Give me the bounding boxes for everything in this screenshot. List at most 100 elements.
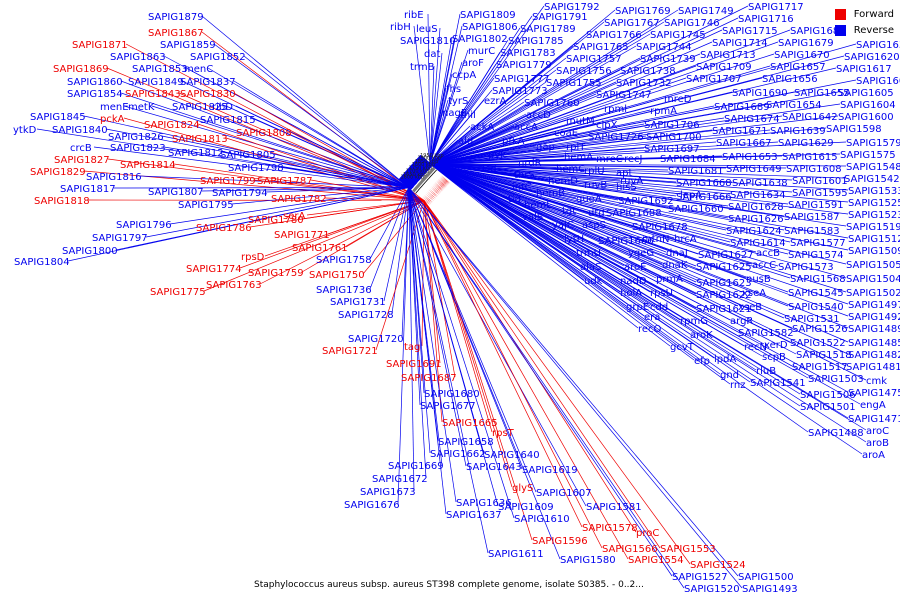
- gene-label: mreD: [664, 94, 692, 105]
- gene-label: SAPIG1786: [196, 223, 252, 234]
- gene-label: dnaK: [662, 260, 688, 271]
- forward-gene-mark: [432, 184, 442, 193]
- gene-label: SAPIG1655: [794, 88, 850, 99]
- label-leader-line: [413, 25, 431, 164]
- label-leader-line: [429, 161, 519, 165]
- gene-label: SAPIG1854: [67, 89, 123, 100]
- gene-label: aroB: [866, 438, 889, 449]
- gene-label: SAPIG1668: [676, 178, 732, 189]
- gene-label: SAPIG1577: [790, 238, 846, 249]
- label-leader-line: [427, 13, 431, 164]
- label-leader-line: [369, 187, 410, 290]
- forward-gene-mark: [437, 178, 447, 187]
- gene-label: SAPIG1642: [782, 112, 838, 123]
- gene-label: SAPIG1760: [524, 98, 580, 109]
- gene-label: SAPIG1815: [200, 115, 256, 126]
- gene-label: dnaJ: [666, 248, 688, 259]
- label-leader-line: [423, 200, 583, 528]
- gene-label: SAPIG1519: [846, 222, 900, 233]
- label-leader-line: [429, 163, 671, 347]
- forward-gene-mark: [426, 192, 436, 200]
- label-leader-line: [185, 67, 409, 188]
- gene-label: SAPIG1814: [120, 160, 176, 171]
- label-leader-line: [429, 103, 841, 165]
- gene-label: coaE: [554, 128, 578, 139]
- gene-label: SAPIG1709: [696, 62, 752, 73]
- gene-label: grpE: [626, 302, 649, 313]
- legend-forward-label: Forward: [853, 8, 894, 20]
- label-leader-line: [429, 153, 489, 165]
- gene-label: SAPIG1843: [125, 89, 181, 100]
- gene-label: SAPIG1807: [148, 187, 204, 198]
- label-leader-line: [369, 187, 410, 260]
- label-leader-line: [408, 187, 515, 519]
- gene-label: SAPIG1502: [846, 288, 900, 299]
- gene-label: rplT: [566, 142, 586, 153]
- gene-label: mutM: [566, 116, 595, 127]
- gene-label: rpsD: [241, 252, 265, 263]
- gene-label: SAPIG1736: [316, 285, 372, 296]
- gene-label: nusB: [746, 274, 771, 285]
- gene-label: SAPIG1620: [844, 52, 900, 63]
- gene-label: SAPIG1629: [778, 138, 834, 149]
- forward-strand-track: [421, 175, 451, 206]
- gene-label: SAPIG1493: [742, 584, 798, 595]
- gene-label: SAPIG1782: [271, 194, 327, 205]
- gene-label: SAPIG1816: [86, 172, 142, 183]
- label-leader-line: [429, 163, 861, 405]
- gene-label: SAPIG1596: [532, 536, 588, 547]
- map-caption: Staphylococcus aureus subsp. aureus ST39…: [254, 580, 644, 590]
- label-leader-line: [429, 163, 847, 367]
- forward-gene-mark: [439, 176, 449, 185]
- gene-label: SAPIG1497: [848, 300, 900, 311]
- gene-label: hisS: [616, 182, 637, 193]
- gene-label: metK: [128, 102, 155, 113]
- gene-label: rpsT: [492, 428, 515, 439]
- gene-label: SAPIG1581: [586, 502, 642, 513]
- gene-label: SAPIG1607: [536, 488, 592, 499]
- legend-reverse-label: Reverse: [853, 24, 894, 36]
- gene-label: SAPIG1475: [848, 388, 900, 399]
- gene-label: SAPIG1649: [726, 164, 782, 175]
- reverse-swatch: [834, 24, 846, 36]
- gene-label: pfkA: [502, 136, 525, 147]
- label-leader-line: [429, 33, 651, 165]
- gene-label: SAPIG1553: [660, 544, 716, 555]
- label-leader-line: [429, 45, 574, 165]
- gene-label: SAPIG1548: [846, 162, 900, 173]
- label-leader-line: [408, 187, 467, 467]
- label-leader-line: [429, 163, 849, 203]
- label-leader-line: [408, 187, 685, 589]
- gene-label: SAPIG1635: [856, 40, 900, 51]
- gene-label: SAPIG1609: [498, 502, 554, 513]
- gene-label: SAPIG1680: [424, 389, 480, 400]
- gene-label: SAPIG1608: [786, 164, 842, 175]
- reverse-gene-mark: [405, 184, 412, 190]
- gene-label: gap: [536, 142, 555, 153]
- gene-label: SAPIG1726: [588, 132, 644, 143]
- label-leader-line: [429, 163, 801, 395]
- gene-label: SAPIG1810: [400, 36, 456, 47]
- gene-label: SAPIG1825: [172, 102, 228, 113]
- gene-label: SAPIG1787: [257, 176, 313, 187]
- gene-label: SAPIG1601: [792, 176, 848, 187]
- gene-label: SAPIG1713: [700, 50, 756, 61]
- gene-label: recO: [638, 324, 662, 335]
- gene-label: SAPIG1605: [838, 88, 894, 99]
- reverse-strand-track: [398, 154, 433, 190]
- label-leader-lines: [36, 5, 867, 589]
- label-leader-line: [429, 69, 557, 165]
- gene-label: holA: [620, 288, 642, 299]
- gene-label: SAPIG1852: [190, 52, 246, 63]
- gene-label: accB: [756, 248, 780, 259]
- gene-label: rplU: [584, 166, 605, 177]
- gene-label: SAPIG1656: [762, 74, 818, 85]
- forward-gene-mark: [433, 183, 443, 192]
- label-leader-line: [429, 163, 849, 239]
- gene-label: SAPIG1606: [856, 76, 900, 87]
- gene-label: SAPIG1678: [632, 222, 688, 233]
- gene-label: hemA: [564, 152, 593, 163]
- label-leader-line: [429, 51, 501, 164]
- forward-gene-mark: [438, 178, 448, 187]
- gene-label: SAPIG1595: [792, 188, 848, 199]
